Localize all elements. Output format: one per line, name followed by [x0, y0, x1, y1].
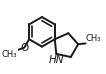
Text: CH₃: CH₃	[86, 34, 101, 43]
Text: O: O	[20, 43, 28, 53]
Text: CH₃: CH₃	[2, 50, 17, 59]
Text: HN: HN	[49, 55, 64, 65]
